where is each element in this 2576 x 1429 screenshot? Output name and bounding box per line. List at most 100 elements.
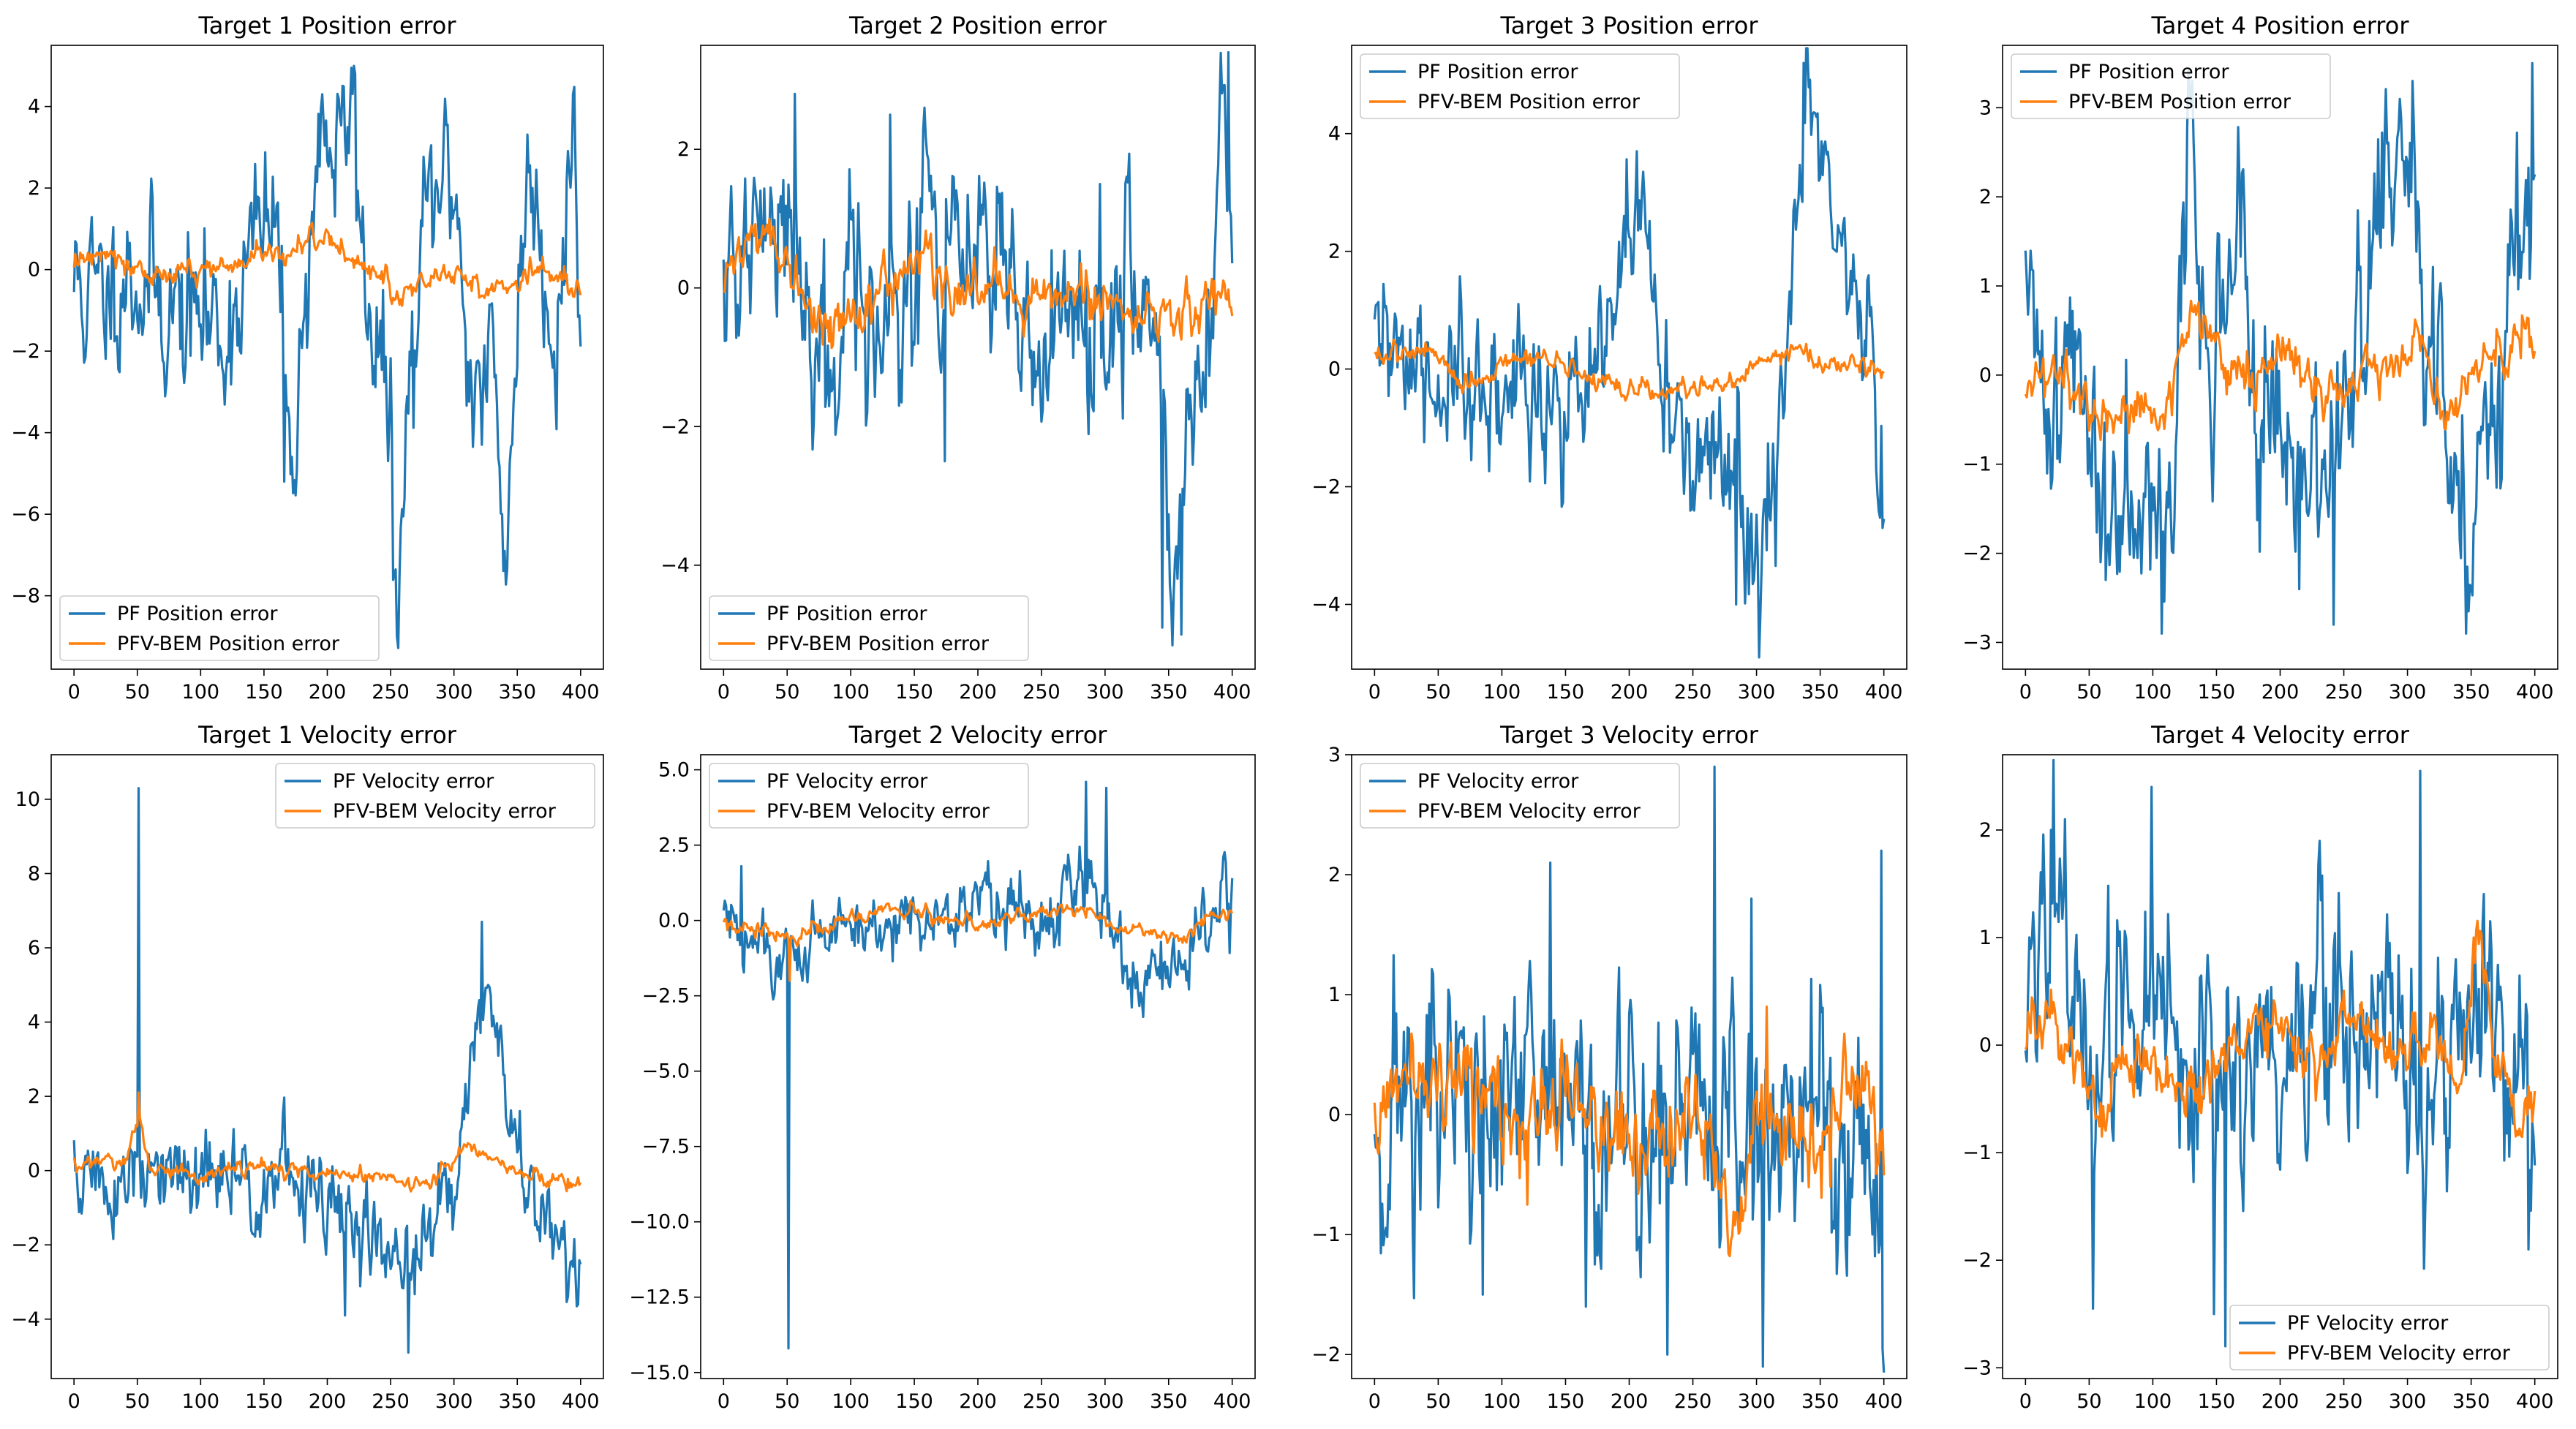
y-tick-label: −5.0 <box>641 1060 690 1083</box>
x-tick-label: 50 <box>775 1390 799 1413</box>
x-tick-label: 200 <box>1611 1390 1649 1413</box>
y-tick-label: 4 <box>28 1011 40 1034</box>
y-tick-label: 0 <box>677 277 690 300</box>
x-tick-label: 50 <box>2076 1390 2101 1413</box>
x-tick-label: 100 <box>832 681 870 704</box>
x-tick-label: 200 <box>1611 681 1649 704</box>
x-tick-label: 0 <box>68 1390 80 1413</box>
subplot-2: Target 2 Position error 0 50 100 150 200 250 30… <box>660 12 1256 704</box>
x-tick-label: 400 <box>2516 681 2554 704</box>
y-tick-label: −1 <box>1962 1142 1992 1164</box>
x-tick-label: 0 <box>68 681 80 704</box>
x-tick-label: 200 <box>309 1390 347 1413</box>
y-tick-label: 2 <box>28 177 40 200</box>
y-tick-label: −15.0 <box>629 1362 690 1384</box>
x-tick-label: 350 <box>1150 681 1188 704</box>
x-tick-label: 0 <box>1368 681 1381 704</box>
pf-series-line <box>72 64 582 649</box>
subplot-8: Target 4 Velocity error 0 50 100 150 200 250 30… <box>1962 721 2558 1413</box>
x-tick-label: 0 <box>718 681 730 704</box>
x-tick-label: 350 <box>1150 1390 1188 1413</box>
x-tick-label: 100 <box>1483 681 1521 704</box>
x-tick-label: 150 <box>1547 1390 1585 1413</box>
y-tick-label: 5.0 <box>658 759 690 782</box>
x-tick-label: 350 <box>2452 681 2490 704</box>
legend-label-pf: PF Position error <box>1417 61 1578 83</box>
subplot-3: Target 3 Position error 0 50 100 150 200 250 30… <box>1311 12 1907 704</box>
x-tick-label: 350 <box>498 681 536 704</box>
legend-label-pfv-bem: PFV-BEM Position error <box>767 633 990 655</box>
y-tick-label: −4 <box>660 554 690 577</box>
x-tick-label: 300 <box>435 681 473 704</box>
legend-box <box>275 763 595 829</box>
x-tick-label: 150 <box>1547 681 1585 704</box>
x-tick-label: 100 <box>2134 681 2172 704</box>
pf-series-line <box>2024 61 2537 635</box>
y-tick-label: −6 <box>11 503 40 526</box>
y-tick-label: 3 <box>1979 97 1992 119</box>
x-tick-label: 350 <box>1801 1390 1839 1413</box>
legend-box <box>1360 53 1680 119</box>
legend: PF Velocity error PFV-BEM Velocity error <box>2229 1305 2550 1370</box>
pfv-bem-series-line <box>722 900 1234 982</box>
y-tick-label: 0 <box>28 259 40 282</box>
y-tick-label: −7.5 <box>641 1136 690 1158</box>
legend-label-pfv-bem: PFV-BEM Velocity error <box>2287 1342 2511 1365</box>
legend-label-pf: PF Velocity error <box>2287 1312 2449 1335</box>
y-tick-label: 8 <box>28 862 40 885</box>
y-tick-label: 2 <box>1979 819 1992 842</box>
legend-box <box>2011 53 2331 119</box>
y-tick-label: −1 <box>1962 453 1992 476</box>
y-tick-label: −2.5 <box>641 985 690 1008</box>
x-tick-label: 350 <box>498 1390 536 1413</box>
y-tick-label: 0 <box>1328 1104 1341 1126</box>
x-tick-label: 0 <box>718 1390 730 1413</box>
y-tick-label: −2 <box>1962 1249 1992 1272</box>
y-tick-label: 0 <box>28 1160 40 1183</box>
pfv-bem-series-line <box>2024 919 2537 1139</box>
legend-label-pfv-bem: PFV-BEM Position error <box>2068 91 2291 113</box>
legend: PF Velocity error PFV-BEM Velocity error <box>1360 763 1680 829</box>
x-tick-label: 300 <box>2389 1390 2427 1413</box>
x-tick-label: 150 <box>245 1390 283 1413</box>
subplot-title: Target 4 Position error <box>2151 12 2410 39</box>
x-tick-label: 50 <box>125 681 150 704</box>
y-tick-label: −2 <box>1962 543 1992 565</box>
y-tick-label: 4 <box>28 96 40 118</box>
y-tick-label: −2 <box>1311 476 1341 499</box>
x-tick-label: 400 <box>562 1390 600 1413</box>
x-tick-label: 100 <box>2134 1390 2172 1413</box>
legend: PF Position error PFV-BEM Position error <box>1360 53 1680 119</box>
x-tick-label: 300 <box>1738 681 1776 704</box>
axes-frame <box>700 45 1256 670</box>
pf-series-line <box>2024 758 2537 1348</box>
x-tick-label: 150 <box>895 681 933 704</box>
x-tick-label: 400 <box>2516 1390 2554 1413</box>
pfv-bem-series-line <box>2024 299 2537 441</box>
y-tick-label: 2 <box>1979 186 1992 208</box>
x-tick-label: 300 <box>2389 681 2427 704</box>
y-tick-label: 3 <box>1328 744 1341 766</box>
legend-label-pfv-bem: PFV-BEM Velocity error <box>767 800 990 823</box>
x-tick-label: 400 <box>1865 681 1903 704</box>
legend-label-pfv-bem: PFV-BEM Position error <box>117 633 340 655</box>
legend-label-pfv-bem: PFV-BEM Position error <box>1417 91 1641 113</box>
x-tick-label: 400 <box>562 681 600 704</box>
pf-series-line <box>722 780 1234 1350</box>
legend: PF Position error PFV-BEM Position error <box>709 595 1029 661</box>
y-tick-label: 2 <box>1328 241 1341 263</box>
legend-label-pfv-bem: PFV-BEM Velocity error <box>333 800 557 823</box>
x-tick-label: 350 <box>2452 1390 2490 1413</box>
x-tick-label: 150 <box>2198 681 2236 704</box>
subplot-title: Target 2 Velocity error <box>848 721 1108 749</box>
y-tick-label: −8 <box>11 585 40 608</box>
legend-label-pfv-bem: PFV-BEM Velocity error <box>1417 800 1641 823</box>
x-tick-label: 250 <box>2325 1390 2363 1413</box>
y-tick-label: 2 <box>677 138 690 161</box>
legend-label-pf: PF Position error <box>2068 61 2229 83</box>
x-tick-label: 0 <box>1368 1390 1381 1413</box>
axes-frame <box>700 754 1256 1379</box>
x-tick-label: 50 <box>775 681 799 704</box>
x-tick-label: 200 <box>959 681 997 704</box>
